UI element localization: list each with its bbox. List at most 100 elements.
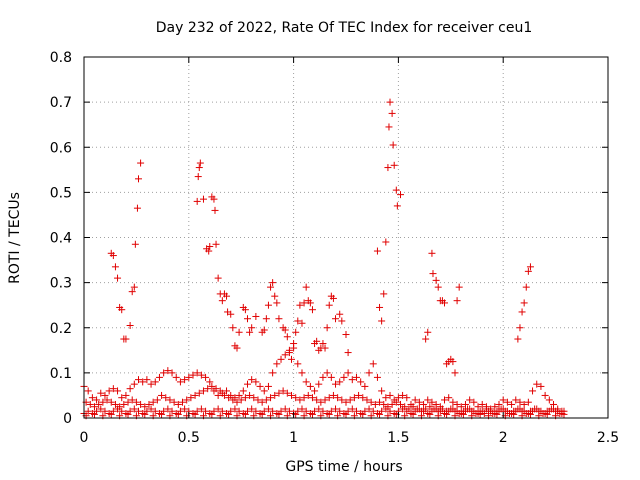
data-point bbox=[214, 391, 222, 399]
data-point bbox=[133, 204, 141, 212]
data-point bbox=[214, 405, 222, 413]
data-point bbox=[432, 405, 440, 413]
data-point bbox=[271, 292, 279, 300]
data-point bbox=[176, 378, 184, 386]
data-point bbox=[235, 407, 243, 415]
data-point bbox=[300, 299, 308, 307]
data-point bbox=[88, 394, 96, 402]
chart-title: Day 232 of 2022, Rate Of TEC Index for r… bbox=[156, 20, 532, 36]
data-point bbox=[541, 391, 549, 399]
data-point bbox=[103, 396, 111, 404]
data-point bbox=[334, 394, 342, 402]
data-point bbox=[545, 396, 553, 404]
x-tick-label: 0 bbox=[80, 430, 89, 446]
data-point bbox=[533, 380, 541, 388]
data-point bbox=[392, 398, 400, 406]
data-point bbox=[357, 378, 365, 386]
data-point bbox=[275, 410, 283, 418]
data-point bbox=[132, 398, 140, 406]
data-point bbox=[214, 274, 222, 282]
y-tick-label: 0.4 bbox=[50, 231, 72, 247]
data-point bbox=[403, 394, 411, 402]
data-point bbox=[269, 407, 277, 415]
x-tick-label: 1.5 bbox=[387, 430, 409, 446]
data-point bbox=[321, 344, 329, 352]
data-point bbox=[512, 396, 520, 404]
data-point bbox=[264, 382, 272, 390]
data-point bbox=[109, 252, 117, 260]
data-point bbox=[109, 385, 117, 393]
data-point bbox=[281, 405, 289, 413]
data-point bbox=[204, 385, 212, 393]
data-point bbox=[218, 297, 226, 305]
data-point bbox=[495, 400, 503, 408]
data-point bbox=[388, 400, 396, 408]
data-point bbox=[359, 410, 367, 418]
data-point bbox=[193, 197, 201, 205]
data-point bbox=[344, 369, 352, 377]
data-point bbox=[344, 349, 352, 357]
data-point bbox=[342, 331, 350, 339]
data-point bbox=[267, 394, 275, 402]
data-point bbox=[382, 394, 390, 402]
data-point bbox=[329, 391, 337, 399]
data-point bbox=[122, 335, 130, 343]
data-point bbox=[367, 398, 375, 406]
data-point bbox=[196, 159, 204, 167]
data-point bbox=[264, 301, 272, 309]
data-point bbox=[107, 398, 115, 406]
data-point bbox=[302, 378, 310, 386]
data-point bbox=[187, 394, 195, 402]
data-point bbox=[281, 326, 289, 334]
data-point bbox=[308, 394, 316, 402]
data-point bbox=[97, 405, 105, 413]
y-tick-label: 0.8 bbox=[50, 50, 72, 66]
data-point bbox=[168, 407, 176, 415]
data-point bbox=[158, 410, 166, 418]
data-point bbox=[290, 344, 298, 352]
y-tick-labels: 0 0.1 0.2 0.3 0.4 0.5 0.6 0.7 0.8 bbox=[50, 50, 72, 427]
data-point bbox=[376, 410, 384, 418]
data-point bbox=[348, 405, 356, 413]
data-point bbox=[325, 301, 333, 309]
data-point bbox=[476, 410, 484, 418]
data-point bbox=[248, 376, 256, 384]
data-point bbox=[155, 373, 163, 381]
data-point bbox=[323, 369, 331, 377]
data-point bbox=[147, 380, 155, 388]
data-point bbox=[199, 195, 207, 203]
data-point bbox=[256, 382, 264, 390]
data-point bbox=[90, 403, 98, 411]
data-point bbox=[99, 398, 107, 406]
data-point bbox=[294, 360, 302, 368]
data-point bbox=[137, 400, 145, 408]
data-point bbox=[235, 328, 243, 336]
data-point bbox=[130, 405, 138, 413]
data-point bbox=[336, 407, 344, 415]
data-point bbox=[292, 328, 300, 336]
data-point bbox=[164, 367, 172, 375]
data-point bbox=[288, 391, 296, 399]
data-point bbox=[380, 290, 388, 298]
data-point bbox=[243, 315, 251, 323]
data-point bbox=[487, 407, 495, 415]
data-point bbox=[241, 410, 249, 418]
data-point bbox=[319, 407, 327, 415]
data-point bbox=[181, 376, 189, 384]
data-point bbox=[281, 351, 289, 359]
data-point bbox=[111, 263, 119, 271]
data-point bbox=[325, 394, 333, 402]
data-point bbox=[319, 340, 327, 348]
data-point bbox=[524, 267, 532, 275]
data-point bbox=[522, 283, 530, 291]
data-point bbox=[218, 407, 226, 415]
y-tick-label: 0.2 bbox=[50, 321, 72, 337]
data-point bbox=[285, 407, 293, 415]
data-point bbox=[248, 405, 256, 413]
data-point bbox=[520, 299, 528, 307]
data-point bbox=[392, 186, 400, 194]
data-point bbox=[114, 387, 122, 395]
data-point bbox=[420, 407, 428, 415]
data-point bbox=[191, 391, 199, 399]
data-point bbox=[409, 410, 417, 418]
